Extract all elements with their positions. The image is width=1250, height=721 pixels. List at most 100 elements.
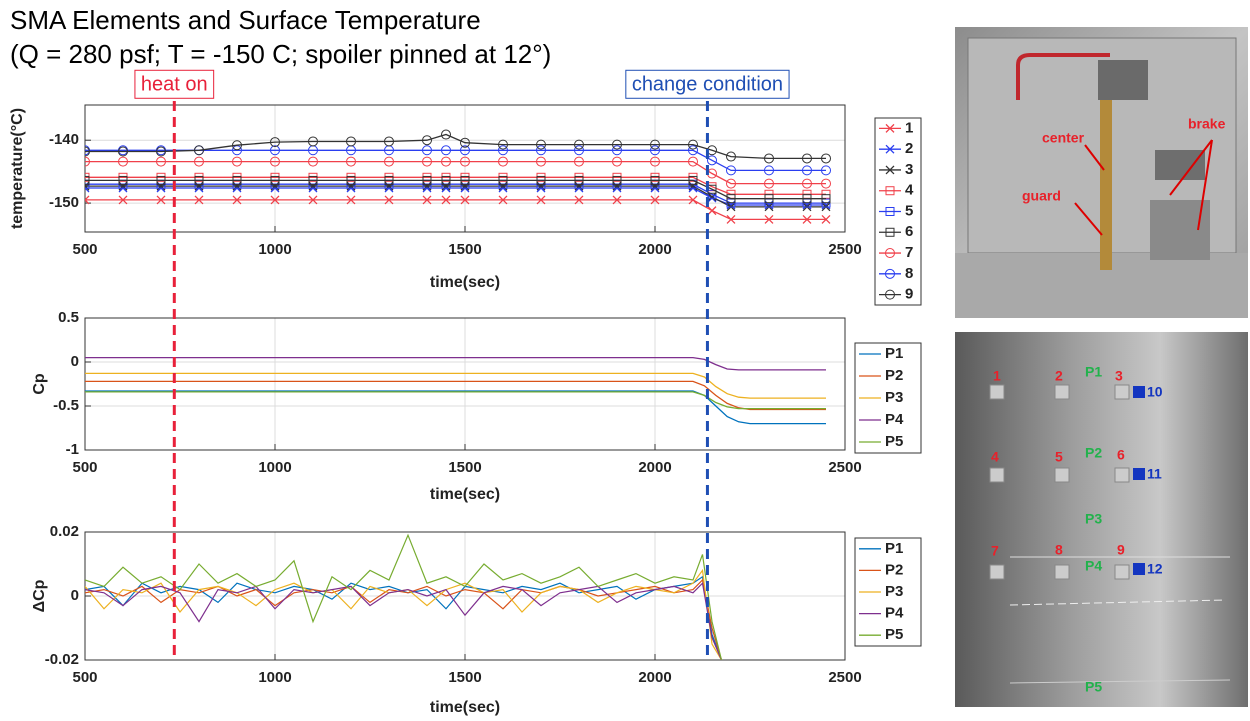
- series-line: [85, 149, 826, 172]
- y-tick-label: 0: [71, 587, 79, 604]
- marker: [441, 156, 451, 167]
- marker: [574, 139, 584, 150]
- marker: [764, 153, 774, 164]
- marker: [85, 146, 90, 157]
- marker: [574, 175, 584, 185]
- marker: [441, 195, 451, 205]
- marker: [885, 268, 895, 279]
- marker: [726, 178, 736, 189]
- series-line: [85, 356, 826, 371]
- marker: [194, 195, 204, 205]
- marker: [707, 192, 717, 202]
- marker: [85, 183, 90, 193]
- legend-label: P3: [885, 389, 903, 406]
- marker: [574, 156, 584, 167]
- marker: [308, 195, 318, 205]
- series-group: [85, 129, 831, 224]
- photo-label: 7: [991, 543, 999, 559]
- marker: [612, 139, 622, 150]
- marker: [821, 214, 831, 224]
- marker: [384, 181, 394, 191]
- legend-label: 5: [905, 202, 913, 219]
- marker: [802, 165, 812, 176]
- marker: [308, 136, 318, 147]
- marker: [536, 181, 546, 191]
- marker: [85, 156, 90, 167]
- marker: [270, 175, 280, 185]
- marker: [726, 194, 736, 204]
- marker: [498, 175, 508, 185]
- y-tick-label: -150: [49, 194, 79, 211]
- marker: [536, 195, 546, 205]
- plot-frame: [84, 104, 846, 233]
- photo-label: 2: [1055, 368, 1063, 384]
- marker: [764, 194, 774, 204]
- marker: [441, 175, 451, 185]
- marker: [726, 214, 736, 224]
- x-tick-label: 2000: [638, 669, 671, 686]
- x-axis-label: time(sec): [430, 274, 500, 291]
- marker: [232, 156, 242, 167]
- y-tick-label: 0.02: [50, 523, 79, 540]
- y-axis-label: Cp: [31, 373, 48, 395]
- marker: [270, 137, 280, 148]
- annotation: heat on: [141, 73, 208, 95]
- marker: [460, 181, 470, 191]
- legend-label: 7: [905, 244, 913, 261]
- x-tick-label: 500: [72, 241, 97, 258]
- marker: [441, 129, 451, 140]
- marker: [85, 175, 90, 185]
- x-tick-label: 1000: [258, 241, 291, 258]
- legend-label: P1: [885, 345, 903, 362]
- photo-label: 8: [1055, 542, 1063, 558]
- marker: [232, 140, 242, 151]
- marker: [707, 189, 717, 199]
- y-tick-label: 0: [71, 353, 79, 370]
- marker: [156, 146, 166, 157]
- series-line: [85, 575, 723, 660]
- marker: [422, 195, 432, 205]
- photo-label: 5: [1055, 449, 1063, 465]
- legend-label: P5: [885, 433, 903, 450]
- x-tick-label: 2000: [638, 241, 671, 258]
- photo-label: P1: [1085, 364, 1102, 380]
- marker: [612, 181, 622, 191]
- marker: [821, 194, 831, 204]
- legend-label: 9: [905, 286, 913, 303]
- marker: [422, 145, 432, 156]
- marker: [536, 145, 546, 156]
- series-line: [85, 391, 826, 410]
- marker: [118, 156, 128, 167]
- marker: [460, 137, 470, 148]
- marker: [574, 145, 584, 156]
- marker: [194, 145, 204, 156]
- photo-label: 10: [1147, 384, 1163, 400]
- legend-label: 3: [905, 161, 913, 178]
- marker: [308, 156, 318, 167]
- marker: [612, 195, 622, 205]
- x-tick-label: 2500: [828, 669, 861, 686]
- marker: [650, 156, 660, 167]
- marker: [885, 165, 895, 175]
- marker: [574, 181, 584, 191]
- photo-label: P3: [1085, 511, 1102, 527]
- marker: [156, 175, 166, 185]
- marker: [346, 156, 356, 167]
- marker: [85, 195, 90, 205]
- x-axis-label: time(sec): [430, 486, 500, 503]
- legend-label: P5: [885, 626, 903, 643]
- marker: [802, 194, 812, 204]
- marker: [194, 181, 204, 191]
- photo-label: 3: [1115, 368, 1123, 384]
- series-line: [85, 578, 723, 660]
- marker: [498, 145, 508, 156]
- marker: [460, 195, 470, 205]
- marker: [270, 145, 280, 156]
- photo-label: 4: [991, 449, 999, 465]
- x-tick-label: 500: [72, 459, 97, 476]
- marker: [612, 175, 622, 185]
- x-axis-label: time(sec): [430, 699, 500, 716]
- legend-label: P2: [885, 561, 903, 578]
- marker: [384, 136, 394, 147]
- marker: [156, 181, 166, 191]
